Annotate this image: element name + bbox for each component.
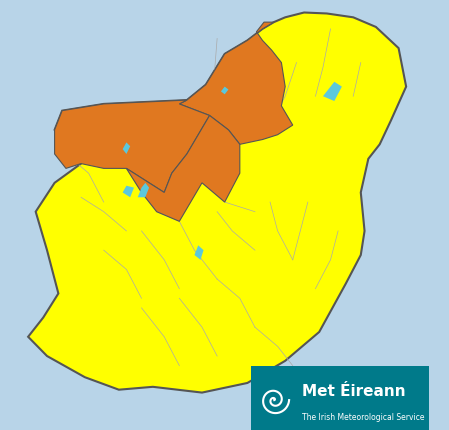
FancyBboxPatch shape bbox=[251, 366, 429, 430]
Polygon shape bbox=[179, 22, 293, 144]
Text: The Irish Meteorological Service: The Irish Meteorological Service bbox=[302, 412, 424, 421]
Polygon shape bbox=[127, 116, 240, 221]
Polygon shape bbox=[194, 246, 203, 260]
Polygon shape bbox=[123, 186, 134, 197]
Text: Met Éireann: Met Éireann bbox=[302, 384, 405, 399]
Polygon shape bbox=[221, 86, 229, 94]
Polygon shape bbox=[28, 12, 406, 393]
Polygon shape bbox=[138, 183, 149, 197]
Polygon shape bbox=[55, 100, 210, 193]
Polygon shape bbox=[123, 142, 130, 154]
Polygon shape bbox=[323, 82, 342, 101]
